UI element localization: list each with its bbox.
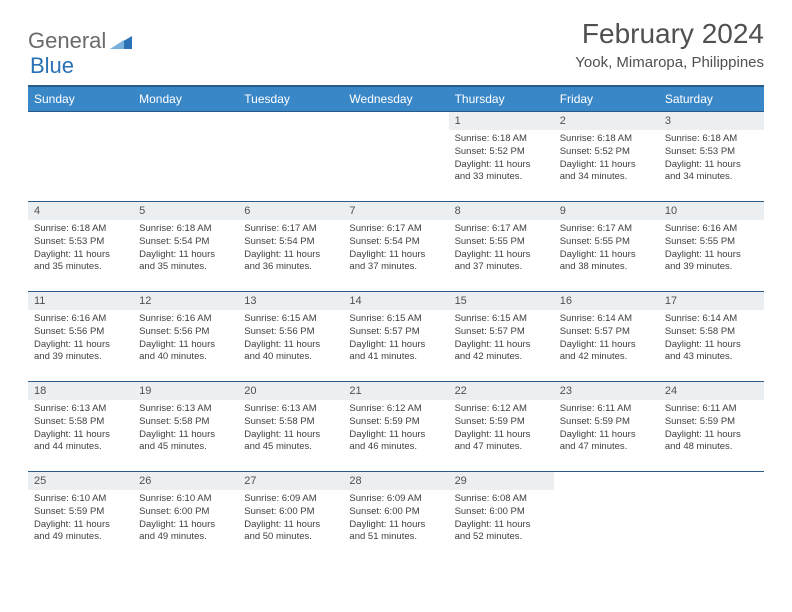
weekday-header: Sunday [28,86,133,112]
day-content-cell: Sunrise: 6:12 AMSunset: 5:59 PMDaylight:… [449,400,554,472]
logo-triangle-icon [110,33,132,49]
day-content-cell: Sunrise: 6:15 AMSunset: 5:56 PMDaylight:… [238,310,343,382]
day-number-cell: 3 [659,112,764,131]
day-number-cell: 27 [238,472,343,491]
day-content-row: Sunrise: 6:13 AMSunset: 5:58 PMDaylight:… [28,400,764,472]
day-content-cell: Sunrise: 6:09 AMSunset: 6:00 PMDaylight:… [238,490,343,561]
day-number-row: 45678910 [28,202,764,221]
day-number-cell: 9 [554,202,659,221]
day-content-cell: Sunrise: 6:08 AMSunset: 6:00 PMDaylight:… [449,490,554,561]
month-title: February 2024 [575,18,764,50]
day-number-cell: 22 [449,382,554,401]
day-number-cell: 1 [449,112,554,131]
day-number-cell: 15 [449,292,554,311]
day-content-cell [28,130,133,202]
day-number-cell: 7 [343,202,448,221]
day-content-cell: Sunrise: 6:18 AMSunset: 5:53 PMDaylight:… [659,130,764,202]
day-number-row: 2526272829 [28,472,764,491]
day-content-cell [238,130,343,202]
weekday-header: Saturday [659,86,764,112]
day-number-cell: 10 [659,202,764,221]
day-number-cell [343,112,448,131]
day-number-cell: 23 [554,382,659,401]
day-number-cell: 4 [28,202,133,221]
day-number-cell: 25 [28,472,133,491]
day-content-cell: Sunrise: 6:13 AMSunset: 5:58 PMDaylight:… [238,400,343,472]
day-content-cell: Sunrise: 6:15 AMSunset: 5:57 PMDaylight:… [449,310,554,382]
day-content-row: Sunrise: 6:10 AMSunset: 5:59 PMDaylight:… [28,490,764,561]
day-content-cell: Sunrise: 6:16 AMSunset: 5:56 PMDaylight:… [133,310,238,382]
day-content-cell: Sunrise: 6:16 AMSunset: 5:56 PMDaylight:… [28,310,133,382]
day-content-cell: Sunrise: 6:17 AMSunset: 5:54 PMDaylight:… [238,220,343,292]
calendar-document: General February 2024 Yook, Mimaropa, Ph… [0,0,792,579]
day-content-cell: Sunrise: 6:12 AMSunset: 5:59 PMDaylight:… [343,400,448,472]
day-content-cell [343,130,448,202]
calendar-table: SundayMondayTuesdayWednesdayThursdayFrid… [28,85,764,561]
day-number-cell: 8 [449,202,554,221]
day-number-cell: 29 [449,472,554,491]
weekday-header: Thursday [449,86,554,112]
day-number-row: 123 [28,112,764,131]
day-number-cell: 2 [554,112,659,131]
day-content-row: Sunrise: 6:16 AMSunset: 5:56 PMDaylight:… [28,310,764,382]
day-number-cell: 18 [28,382,133,401]
day-number-cell: 11 [28,292,133,311]
day-content-cell: Sunrise: 6:14 AMSunset: 5:57 PMDaylight:… [554,310,659,382]
day-content-cell: Sunrise: 6:13 AMSunset: 5:58 PMDaylight:… [133,400,238,472]
day-content-cell: Sunrise: 6:17 AMSunset: 5:54 PMDaylight:… [343,220,448,292]
day-number-cell: 24 [659,382,764,401]
day-content-cell: Sunrise: 6:18 AMSunset: 5:54 PMDaylight:… [133,220,238,292]
logo-general: General [28,28,106,54]
day-content-cell: Sunrise: 6:18 AMSunset: 5:53 PMDaylight:… [28,220,133,292]
day-number-cell: 13 [238,292,343,311]
day-number-cell [28,112,133,131]
day-content-cell [133,130,238,202]
day-content-cell: Sunrise: 6:10 AMSunset: 6:00 PMDaylight:… [133,490,238,561]
day-content-cell [554,490,659,561]
day-number-cell [238,112,343,131]
weekday-header: Tuesday [238,86,343,112]
location: Yook, Mimaropa, Philippines [575,54,764,71]
day-number-cell: 28 [343,472,448,491]
day-content-cell: Sunrise: 6:18 AMSunset: 5:52 PMDaylight:… [554,130,659,202]
day-content-cell: Sunrise: 6:17 AMSunset: 5:55 PMDaylight:… [449,220,554,292]
day-content-cell: Sunrise: 6:11 AMSunset: 5:59 PMDaylight:… [554,400,659,472]
day-content-cell: Sunrise: 6:10 AMSunset: 5:59 PMDaylight:… [28,490,133,561]
logo-blue: Blue [30,53,74,78]
day-number-cell: 14 [343,292,448,311]
weekday-header: Wednesday [343,86,448,112]
day-content-row: Sunrise: 6:18 AMSunset: 5:53 PMDaylight:… [28,220,764,292]
weekday-header: Friday [554,86,659,112]
day-content-cell: Sunrise: 6:17 AMSunset: 5:55 PMDaylight:… [554,220,659,292]
day-number-cell [554,472,659,491]
day-number-cell: 6 [238,202,343,221]
day-number-cell: 21 [343,382,448,401]
day-number-cell [659,472,764,491]
logo: General [28,28,134,54]
day-content-cell: Sunrise: 6:14 AMSunset: 5:58 PMDaylight:… [659,310,764,382]
day-content-cell: Sunrise: 6:15 AMSunset: 5:57 PMDaylight:… [343,310,448,382]
day-number-cell [133,112,238,131]
day-number-cell: 19 [133,382,238,401]
day-number-row: 11121314151617 [28,292,764,311]
day-number-cell: 17 [659,292,764,311]
day-content-cell: Sunrise: 6:11 AMSunset: 5:59 PMDaylight:… [659,400,764,472]
title-block: February 2024 Yook, Mimaropa, Philippine… [575,18,764,71]
day-content-cell: Sunrise: 6:16 AMSunset: 5:55 PMDaylight:… [659,220,764,292]
day-content-cell [659,490,764,561]
day-content-cell: Sunrise: 6:13 AMSunset: 5:58 PMDaylight:… [28,400,133,472]
day-number-row: 18192021222324 [28,382,764,401]
day-content-cell: Sunrise: 6:09 AMSunset: 6:00 PMDaylight:… [343,490,448,561]
day-number-cell: 5 [133,202,238,221]
day-content-cell: Sunrise: 6:18 AMSunset: 5:52 PMDaylight:… [449,130,554,202]
day-number-cell: 26 [133,472,238,491]
day-number-cell: 20 [238,382,343,401]
weekday-header-row: SundayMondayTuesdayWednesdayThursdayFrid… [28,86,764,112]
weekday-header: Monday [133,86,238,112]
day-number-cell: 16 [554,292,659,311]
day-number-cell: 12 [133,292,238,311]
day-content-row: Sunrise: 6:18 AMSunset: 5:52 PMDaylight:… [28,130,764,202]
